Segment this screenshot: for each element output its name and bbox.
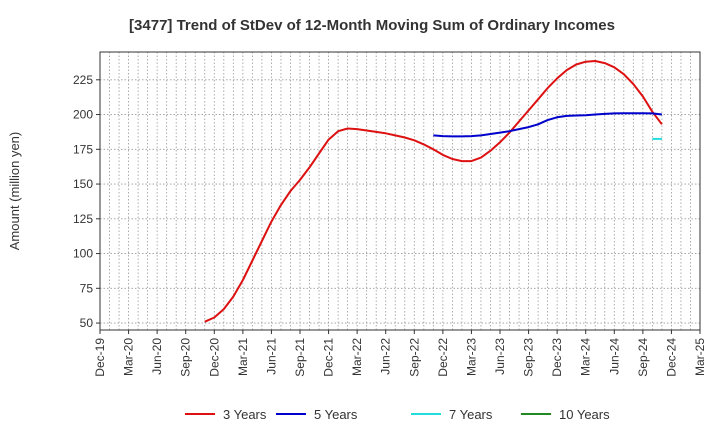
y-tick-label: 50 (80, 316, 94, 330)
x-tick-label: Sep-24 (636, 338, 650, 377)
legend-label: 5 Years (314, 407, 358, 422)
y-tick-label: 150 (73, 177, 93, 191)
legend: 3 Years 5 Years 7 Years 10 Years (185, 407, 610, 422)
x-tick-label: Sep-21 (293, 338, 307, 377)
x-tick-label: Dec-20 (207, 338, 221, 377)
x-tick-label: Dec-19 (93, 338, 107, 377)
x-tick-label: Dec-24 (664, 338, 678, 377)
x-tick-label: Mar-23 (464, 338, 478, 376)
y-tick-label: 225 (73, 73, 93, 87)
y-tick-label: 125 (73, 212, 93, 226)
series-lines (204, 60, 663, 323)
legend-label: 10 Years (559, 407, 610, 422)
x-tick-label: Sep-22 (407, 338, 421, 377)
x-tick-label: Mar-20 (122, 338, 136, 376)
x-tick-label: Mar-22 (350, 338, 364, 376)
series-line-2 (433, 112, 663, 138)
series-line-1 (204, 60, 663, 323)
x-tick-label: Sep-23 (522, 338, 536, 377)
y-axis-ticks: 50 75 100 125 150 175 200 225 (73, 73, 100, 330)
plot-frame (99, 51, 701, 331)
chart-title: [3477] Trend of StDev of 12-Month Moving… (129, 17, 615, 34)
plot-grid (100, 52, 700, 330)
x-tick-label: Mar-24 (579, 338, 593, 376)
x-tick-label: Jun-22 (379, 338, 393, 375)
x-tick-label: Jun-24 (607, 338, 621, 375)
y-tick-label: 100 (73, 247, 93, 261)
x-tick-label: Dec-21 (322, 338, 336, 377)
x-tick-label: Dec-22 (436, 338, 450, 377)
y-tick-label: 175 (73, 142, 93, 156)
x-tick-label: Mar-25 (693, 338, 707, 376)
x-tick-label: Jun-21 (264, 338, 278, 375)
legend-label: 3 Years (223, 407, 267, 422)
y-tick-label: 200 (73, 108, 93, 122)
x-tick-label: Jun-23 (493, 338, 507, 375)
x-tick-label: Dec-23 (550, 338, 564, 377)
x-tick-label: Mar-21 (236, 338, 250, 376)
y-axis-label: Amount (million yen) (7, 132, 22, 251)
x-tick-label: Sep-20 (179, 338, 193, 377)
x-tick-label: Jun-20 (150, 338, 164, 375)
y-tick-label: 75 (80, 281, 94, 295)
x-axis-ticks: Dec-19 Mar-20 Jun-20 Sep-20 Dec-20 Mar-21 Jun-… (93, 330, 707, 377)
legend-label: 7 Years (449, 407, 493, 422)
